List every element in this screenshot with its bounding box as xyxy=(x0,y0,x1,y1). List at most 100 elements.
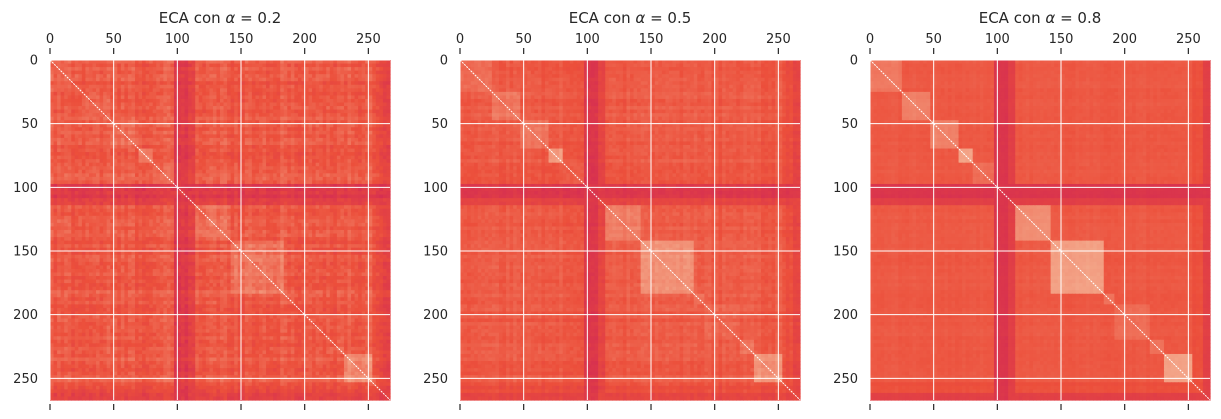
heatmap-cell xyxy=(266,141,270,145)
heatmap-cell xyxy=(372,103,376,107)
heatmap-cell xyxy=(209,170,213,174)
heatmap-cell xyxy=(149,170,153,174)
heatmap-cell xyxy=(355,198,359,202)
heatmap-cell xyxy=(107,81,111,85)
heatmap-cell xyxy=(185,149,189,153)
heatmap-cell xyxy=(124,117,128,121)
heatmap-cell xyxy=(330,191,334,195)
heatmap-cell xyxy=(185,223,189,227)
heatmap-cell xyxy=(248,71,252,75)
heatmap-cell xyxy=(277,202,281,206)
heatmap-cell xyxy=(142,216,146,220)
heatmap-cell xyxy=(107,170,111,174)
heatmap-cell xyxy=(209,67,213,71)
heatmap-cell xyxy=(372,145,376,149)
heatmap-cell xyxy=(96,138,100,142)
heatmap-cell xyxy=(121,145,125,149)
heatmap-cell xyxy=(316,149,320,153)
heatmap-cell xyxy=(231,78,235,82)
heatmap-cell xyxy=(195,237,199,241)
heatmap-cell xyxy=(160,64,164,68)
heatmap-cell xyxy=(114,64,118,68)
heatmap-cell xyxy=(206,141,210,145)
heatmap-cell xyxy=(355,180,359,184)
heatmap-cell xyxy=(209,60,213,64)
heatmap-cell xyxy=(114,103,118,107)
heatmap-cell xyxy=(195,127,199,131)
heatmap-cell xyxy=(216,156,220,160)
heatmap-cell xyxy=(231,60,235,64)
heatmap-cell xyxy=(273,106,277,110)
heatmap-cell xyxy=(170,159,174,163)
heatmap-cell xyxy=(263,202,267,206)
heatmap-cell xyxy=(170,212,174,216)
heatmap-cell xyxy=(340,145,344,149)
heatmap-cell xyxy=(100,163,104,167)
heatmap-cell xyxy=(291,195,295,199)
heatmap-cell xyxy=(351,188,355,192)
heatmap-cell xyxy=(344,88,348,92)
heatmap-cell xyxy=(255,117,259,121)
heatmap-cell xyxy=(355,78,359,82)
heatmap-cell xyxy=(358,124,362,128)
heatmap-cell xyxy=(319,166,323,170)
heatmap-cell xyxy=(202,223,206,227)
heatmap-cell xyxy=(213,64,217,68)
heatmap-cell xyxy=(344,177,348,181)
heatmap-cell xyxy=(358,230,362,234)
heatmap-cell xyxy=(103,188,107,192)
heatmap-cell xyxy=(188,191,192,195)
heatmap-cell xyxy=(280,180,284,184)
heatmap-cell xyxy=(192,163,196,167)
heatmap-cell xyxy=(131,67,135,71)
heatmap-cell xyxy=(351,99,355,103)
heatmap-cell xyxy=(85,191,89,195)
heatmap-cell xyxy=(333,124,337,128)
heatmap-cell xyxy=(376,113,380,117)
heatmap-cell xyxy=(188,177,192,181)
heatmap-cell xyxy=(280,127,284,131)
heatmap-cell xyxy=(206,74,210,78)
heatmap-cell xyxy=(206,237,210,241)
heatmap-cell xyxy=(85,60,89,64)
heatmap-cell xyxy=(386,85,390,89)
heatmap-cell xyxy=(284,85,288,89)
heatmap-cell xyxy=(213,106,217,110)
heatmap-cell xyxy=(298,92,302,96)
heatmap-cell xyxy=(202,113,206,117)
heatmap-cell xyxy=(213,152,217,156)
heatmap-cell xyxy=(273,85,277,89)
heatmap-cell xyxy=(89,205,93,209)
heatmap-cell xyxy=(369,230,373,234)
heatmap-cell xyxy=(323,198,327,202)
heatmap-cell xyxy=(245,131,249,135)
heatmap-cell xyxy=(348,237,352,241)
heatmap-cell xyxy=(263,103,267,107)
heatmap-cell xyxy=(379,81,383,85)
heatmap-cell xyxy=(82,202,86,206)
heatmap-cell xyxy=(209,234,213,238)
heatmap-cell xyxy=(213,95,217,99)
heatmap-cell xyxy=(309,219,313,223)
heatmap-cell xyxy=(50,141,54,145)
heatmap-cell xyxy=(156,223,160,227)
heatmap-cell xyxy=(245,99,249,103)
heatmap-cell xyxy=(75,124,79,128)
heatmap-cell xyxy=(376,124,380,128)
heatmap-cell xyxy=(224,141,228,145)
heatmap-cell xyxy=(64,145,68,149)
heatmap-cell xyxy=(89,106,93,110)
heatmap-cell xyxy=(323,212,327,216)
heatmap-cell xyxy=(333,131,337,135)
heatmap-cell xyxy=(355,223,359,227)
heatmap-cell xyxy=(181,170,185,174)
heatmap-cell xyxy=(71,127,75,131)
heatmap-cell xyxy=(57,149,61,153)
heatmap-cell xyxy=(202,198,206,202)
heatmap-cell xyxy=(57,216,61,220)
heatmap-cell xyxy=(372,216,376,220)
heatmap-cell xyxy=(312,134,316,138)
heatmap-cell xyxy=(330,198,334,202)
heatmap-cell xyxy=(355,64,359,68)
heatmap-cell xyxy=(227,230,231,234)
